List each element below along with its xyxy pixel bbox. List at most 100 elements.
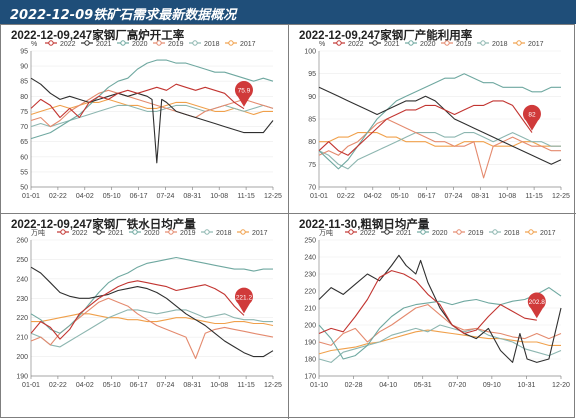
chart-title: 2022-11-30,粗钢日均产量 [299, 219, 430, 231]
vertical-divider [288, 24, 289, 419]
y-tick-label: 95 [308, 71, 316, 78]
panels-frame [0, 24, 575, 418]
unit-label: % [319, 41, 325, 48]
latest-value-callout: 75.9 [234, 81, 253, 107]
legend-marker [96, 229, 102, 235]
horizontal-divider [0, 213, 576, 214]
y-tick-label: 75 [20, 109, 28, 116]
legend-item-2022: 2022 [45, 40, 76, 48]
series-line-2022 [30, 280, 245, 340]
legend-marker [516, 40, 522, 46]
callout-value: 75.9 [238, 88, 251, 95]
legend-marker [408, 40, 414, 46]
x-tick-label: 01-10 [310, 382, 328, 389]
x-tick-label: 07-24 [156, 193, 174, 200]
series-line-2020 [318, 287, 562, 360]
series-line-2021 [318, 86, 562, 165]
callout-value: 221.2 [236, 294, 253, 301]
legend-item-2022: 2022 [57, 229, 88, 237]
legend-marker [456, 229, 462, 235]
legend-marker [444, 40, 450, 46]
legend-label: 2019 [168, 41, 184, 48]
line-chart-furnace-operating-rate: % 2022 2021 2020 2019 2018 2017 50 55 60 65 70 75 80 8… [20, 40, 282, 200]
x-tick-label: 02-28 [345, 382, 363, 389]
callout-value: 82 [528, 112, 536, 119]
legend-marker [480, 40, 486, 46]
series-line-2021 [30, 266, 274, 358]
series-line-2022 [318, 100, 533, 156]
y-tick-label: 260 [16, 238, 28, 245]
y-tick-label: 80 [20, 94, 28, 101]
x-tick-label: 05-10 [103, 382, 121, 389]
legend-marker [204, 229, 210, 235]
legend-marker [348, 229, 354, 235]
legend-label: 2022 [72, 230, 88, 237]
series-line-2017 [319, 132, 561, 147]
legend-label: 2017 [528, 41, 544, 48]
latest-value-callout: 82 [522, 104, 541, 131]
y-tick-label: 250 [304, 238, 316, 245]
x-tick-label: 07-24 [156, 382, 174, 389]
legend-label: 2019 [456, 41, 472, 48]
chart-title: 2022-12-09,247家钢厂产能利用率 [299, 30, 473, 42]
legend-marker [120, 40, 126, 46]
y-tick-label: 170 [304, 374, 316, 381]
y-tick-label: 180 [304, 357, 316, 364]
y-tick-label: 220 [16, 315, 28, 322]
legend-label: 2020 [420, 41, 436, 48]
series-line-2020 [30, 59, 274, 140]
legend-label: 2022 [360, 230, 376, 237]
x-tick-label: 08-31 [471, 193, 489, 200]
legend-item-2019: 2019 [153, 40, 184, 48]
x-tick-label: 02-22 [337, 193, 355, 200]
legend-item-2019: 2019 [165, 229, 196, 237]
callout-value: 202.8 [529, 299, 546, 306]
series-line-2019 [318, 118, 561, 179]
series-line-2017 [318, 329, 561, 355]
y-tick-label: 240 [304, 255, 316, 262]
y-tick-label: 230 [304, 272, 316, 279]
legend-item-2020: 2020 [405, 40, 436, 48]
x-tick-label: 12-25 [552, 193, 570, 200]
latest-value-callout: 202.8 [527, 292, 546, 319]
legend-label: 2020 [132, 41, 148, 48]
legend-label: 2018 [504, 230, 520, 237]
x-tick-label: 05-10 [391, 193, 409, 200]
x-tick-label: 04-02 [364, 193, 382, 200]
x-tick-label: 07-24 [444, 193, 462, 200]
legend-item-2017: 2017 [525, 229, 556, 237]
x-tick-label: 10-08 [210, 193, 228, 200]
y-tick-label: 55 [20, 169, 28, 176]
legend-label: 2021 [96, 41, 112, 48]
legend-marker [372, 40, 378, 46]
legend-item-2018: 2018 [477, 40, 508, 48]
x-tick-label: 09-10 [483, 382, 501, 389]
legend-label: 2017 [252, 230, 268, 237]
legend-label: 2018 [216, 230, 232, 237]
legend-item-2022: 2022 [345, 229, 376, 237]
legend-marker [156, 40, 162, 46]
y-tick-label: 250 [16, 257, 28, 264]
series-line-2019 [30, 297, 274, 360]
legend-item-2020: 2020 [417, 229, 448, 237]
x-tick-label: 05-31 [414, 382, 432, 389]
x-tick-label: 04-02 [76, 382, 94, 389]
x-tick-label: 10-31 [517, 382, 535, 389]
x-tick-label: 08-31 [183, 193, 201, 200]
chart-title: 2022-12-09,247家钢厂铁水日均产量 [11, 219, 196, 231]
x-tick-label: 11-15 [237, 382, 254, 389]
chart-title: 2022-12-09,247家钢厂高炉开工率 [11, 30, 185, 42]
y-tick-label: 90 [20, 64, 28, 71]
series-line-2021 [30, 77, 274, 164]
x-tick-label: 08-31 [183, 382, 201, 389]
line-chart-capacity-utilization: % 2022 2021 2020 2019 2018 2017 70 75 80 85 90 95 100… [304, 40, 570, 200]
y-tick-label: 230 [16, 296, 28, 303]
legend-label: 2022 [348, 41, 364, 48]
y-tick-label: 80 [308, 139, 316, 146]
unit-label: % [31, 41, 37, 48]
legend-label: 2020 [432, 230, 448, 237]
y-tick-label: 210 [16, 335, 28, 342]
callout-pin [522, 104, 541, 131]
legend-item-2022: 2022 [333, 40, 364, 48]
legend-label: 2022 [60, 41, 76, 48]
